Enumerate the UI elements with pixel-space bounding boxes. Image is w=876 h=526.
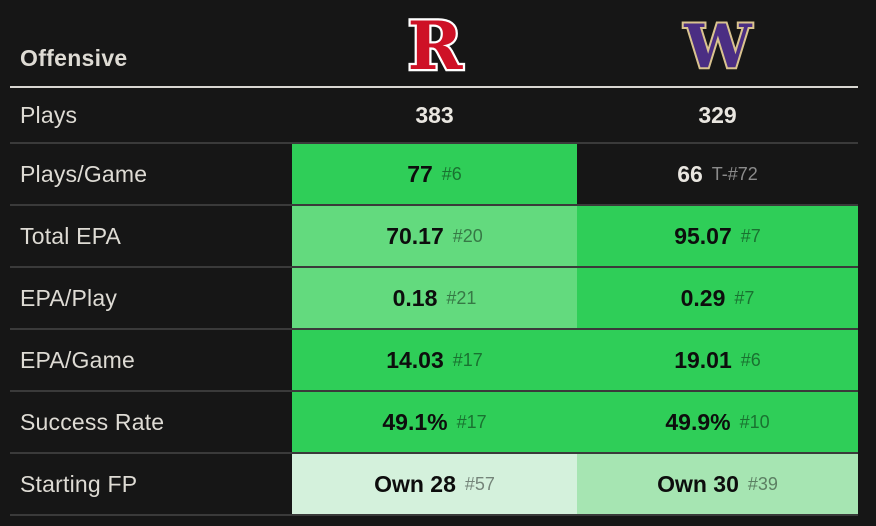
- stat-value: 49.1%: [382, 408, 448, 435]
- stat-cell-right: 0.29 #7: [577, 268, 858, 328]
- stat-cell-right: 19.01 #6: [577, 330, 858, 390]
- stat-cell-left: 77 #6: [292, 144, 577, 204]
- stat-value: 19.01: [674, 346, 732, 373]
- stat-rank: #6: [441, 163, 462, 184]
- table-row: EPA/Play 0.18 #21 0.29 #7: [10, 266, 858, 328]
- table-bottom-divider: [10, 514, 858, 516]
- stat-rank: #57: [464, 473, 495, 494]
- stat-label: Plays: [20, 101, 78, 128]
- stat-cell-right: 49.9% #10: [577, 392, 858, 452]
- stat-value: 66: [677, 160, 703, 187]
- stat-value: 95.07: [674, 222, 732, 249]
- washington-logo-letter: W: [683, 12, 753, 82]
- stat-cell-right: 329: [577, 88, 858, 142]
- stat-value: 14.03: [386, 346, 444, 373]
- stat-cell-right: 95.07 #7: [577, 206, 858, 266]
- stat-cell-left: 0.18 #21: [292, 268, 577, 328]
- stat-rank: #21: [446, 287, 477, 308]
- stat-rank: #39: [747, 473, 778, 494]
- stat-rank: #7: [740, 225, 761, 246]
- stat-label: EPA/Play: [20, 284, 118, 311]
- stats-table: Offensive R W Plays 383 329: [10, 0, 858, 516]
- table-header-row: Offensive R W: [10, 0, 858, 88]
- team-logo-cell-left: R: [292, 0, 577, 86]
- stat-label: Plays/Game: [20, 160, 148, 187]
- stat-rank: #17: [452, 349, 483, 370]
- table-row: Plays 383 329: [10, 88, 858, 142]
- stat-rank: T-#72: [711, 163, 758, 184]
- stat-value: 383: [415, 101, 454, 128]
- stat-cell-left: 14.03 #17: [292, 330, 577, 390]
- table-row: Plays/Game 77 #6 66 T-#72: [10, 142, 858, 204]
- stat-cell-right: Own 30 #39: [577, 454, 858, 514]
- stat-value: 329: [698, 101, 737, 128]
- table-row: Starting FP Own 28 #57 Own 30 #39: [10, 452, 858, 514]
- stat-cell-left: Own 28 #57: [292, 454, 577, 514]
- stat-rank: #6: [740, 349, 761, 370]
- stat-value: 77: [407, 160, 433, 187]
- stat-value: 70.17: [386, 222, 444, 249]
- stat-value: Own 30: [657, 470, 739, 497]
- table-row: EPA/Game 14.03 #17 19.01 #6: [10, 328, 858, 390]
- stat-label: Total EPA: [20, 222, 122, 249]
- table-row: Total EPA 70.17 #20 95.07 #7: [10, 204, 858, 266]
- table-title: Offensive: [20, 45, 128, 71]
- stat-rank: #17: [456, 411, 487, 432]
- rutgers-logo-icon: R: [405, 9, 466, 83]
- stat-cell-left: 383: [292, 88, 577, 142]
- stat-label: Starting FP: [20, 470, 138, 497]
- stat-cell-left: 70.17 #20: [292, 206, 577, 266]
- stat-rank: #7: [734, 287, 755, 308]
- stat-label: EPA/Game: [20, 346, 135, 373]
- stat-rank: #10: [739, 411, 770, 432]
- rutgers-logo-letter: R: [407, 9, 463, 83]
- stat-value: 49.9%: [665, 408, 731, 435]
- stat-cell-left: 49.1% #17: [292, 392, 577, 452]
- stat-label: Success Rate: [20, 408, 165, 435]
- stat-value: 0.18: [392, 284, 438, 311]
- stat-value: Own 28: [374, 470, 456, 497]
- washington-logo-icon: W: [681, 10, 755, 83]
- team-logo-cell-right: W: [577, 0, 858, 86]
- table-row: Success Rate 49.1% #17 49.9% #10: [10, 390, 858, 452]
- stat-cell-right: 66 T-#72: [577, 144, 858, 204]
- stat-rank: #20: [452, 225, 483, 246]
- stat-value: 0.29: [680, 284, 726, 311]
